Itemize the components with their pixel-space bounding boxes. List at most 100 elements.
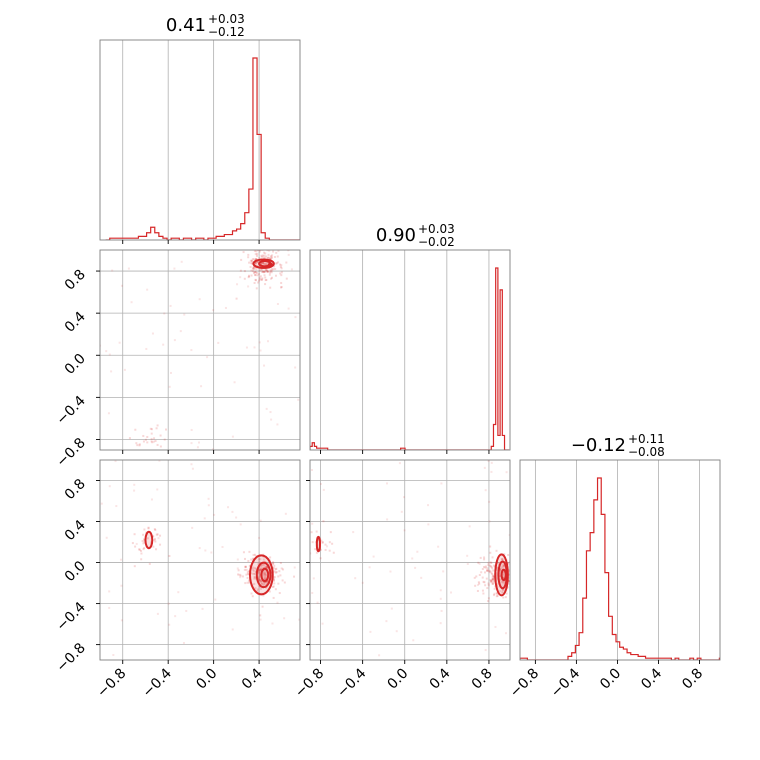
sample-point (266, 566, 269, 569)
sample-point (108, 353, 111, 356)
sample-point (262, 566, 265, 569)
sample-point (271, 269, 274, 272)
sample-point (182, 642, 185, 645)
sample-point (501, 591, 504, 594)
sample-point (174, 615, 177, 618)
sample-point (143, 528, 146, 531)
sample-point (146, 441, 149, 444)
sample-point (502, 564, 505, 567)
sample-point (280, 567, 283, 570)
sample-point (258, 269, 261, 272)
sample-point (274, 571, 277, 574)
sample-point (269, 286, 272, 289)
sample-point (207, 497, 210, 500)
sample-point (246, 576, 249, 579)
sample-point (268, 563, 271, 566)
sample-point (278, 592, 281, 595)
sample-point (481, 576, 484, 579)
sample-point (150, 440, 153, 443)
x-tick-label: 0.4 (239, 665, 266, 692)
sample-point (260, 579, 263, 582)
sample-point (511, 578, 513, 580)
sample-point (499, 590, 502, 593)
sample-point (147, 526, 150, 529)
sample-point (274, 274, 277, 277)
sample-point (142, 533, 145, 536)
sample-point (190, 428, 193, 431)
sample-point (108, 485, 111, 488)
sample-point (157, 537, 160, 540)
sample-point (251, 258, 254, 261)
sample-point (271, 254, 274, 257)
sample-point (262, 261, 265, 264)
sample-point (491, 582, 494, 585)
sample-point (133, 565, 136, 568)
sample-point (155, 533, 158, 536)
sample-point (437, 545, 440, 548)
sample-point (159, 543, 162, 546)
sample-point (277, 250, 280, 252)
sample-point (263, 572, 266, 575)
sample-point (486, 569, 489, 572)
sample-point (265, 263, 268, 266)
sample-point (274, 248, 276, 250)
sample-point (484, 649, 487, 652)
sample-point (439, 622, 442, 625)
sample-point (490, 571, 493, 574)
sample-point (427, 523, 430, 526)
sample-point (269, 411, 272, 414)
sample-point (280, 281, 283, 284)
title-lower: −0.12 (208, 25, 245, 39)
title-median: −0.12 (571, 435, 626, 456)
sample-point (127, 267, 130, 270)
sample-point (483, 558, 486, 561)
sample-point (190, 442, 193, 445)
y-tick-label: 0.8 (62, 476, 89, 503)
sample-point (248, 261, 251, 264)
sample-point (221, 545, 224, 548)
sample-point (282, 568, 285, 571)
sample-point (502, 564, 505, 567)
sample-point (142, 548, 145, 551)
x-tick-label: 0.8 (469, 666, 496, 693)
sample-point (134, 428, 137, 431)
sample-point (255, 567, 258, 570)
sample-point (264, 270, 267, 273)
sample-point (276, 601, 279, 604)
sample-point (498, 571, 501, 574)
panel-title-1: 0.90 +0.03−0.02 (376, 222, 455, 249)
sample-point (475, 575, 478, 578)
sample-point (491, 567, 494, 570)
sample-point (263, 583, 266, 586)
sample-point (477, 561, 480, 564)
sample-point (499, 578, 502, 581)
sample-point (510, 571, 512, 573)
sample-point (440, 482, 443, 485)
sample-point (488, 500, 491, 503)
x-tick-label: 0.0 (385, 666, 412, 693)
sample-point (214, 598, 217, 601)
sample-point (483, 581, 486, 584)
sample-point (246, 571, 249, 574)
sample-point (495, 567, 498, 570)
sample-point (489, 570, 492, 573)
sample-point (273, 265, 276, 268)
sample-point (273, 576, 276, 579)
sample-point (167, 602, 170, 605)
sample-point (501, 566, 504, 569)
sample-point (492, 569, 495, 572)
sample-point (260, 278, 263, 281)
sample-point (244, 557, 247, 560)
sample-point (272, 579, 275, 582)
sample-point (253, 567, 256, 570)
sample-point (250, 274, 253, 277)
sample-point (253, 572, 256, 575)
sample-point (507, 580, 510, 583)
sample-point (314, 548, 317, 551)
sample-point (148, 562, 151, 565)
sample-point (256, 260, 259, 263)
sample-point (159, 445, 162, 448)
sample-point (270, 256, 273, 259)
sample-point (201, 607, 204, 610)
sample-point (500, 558, 503, 561)
